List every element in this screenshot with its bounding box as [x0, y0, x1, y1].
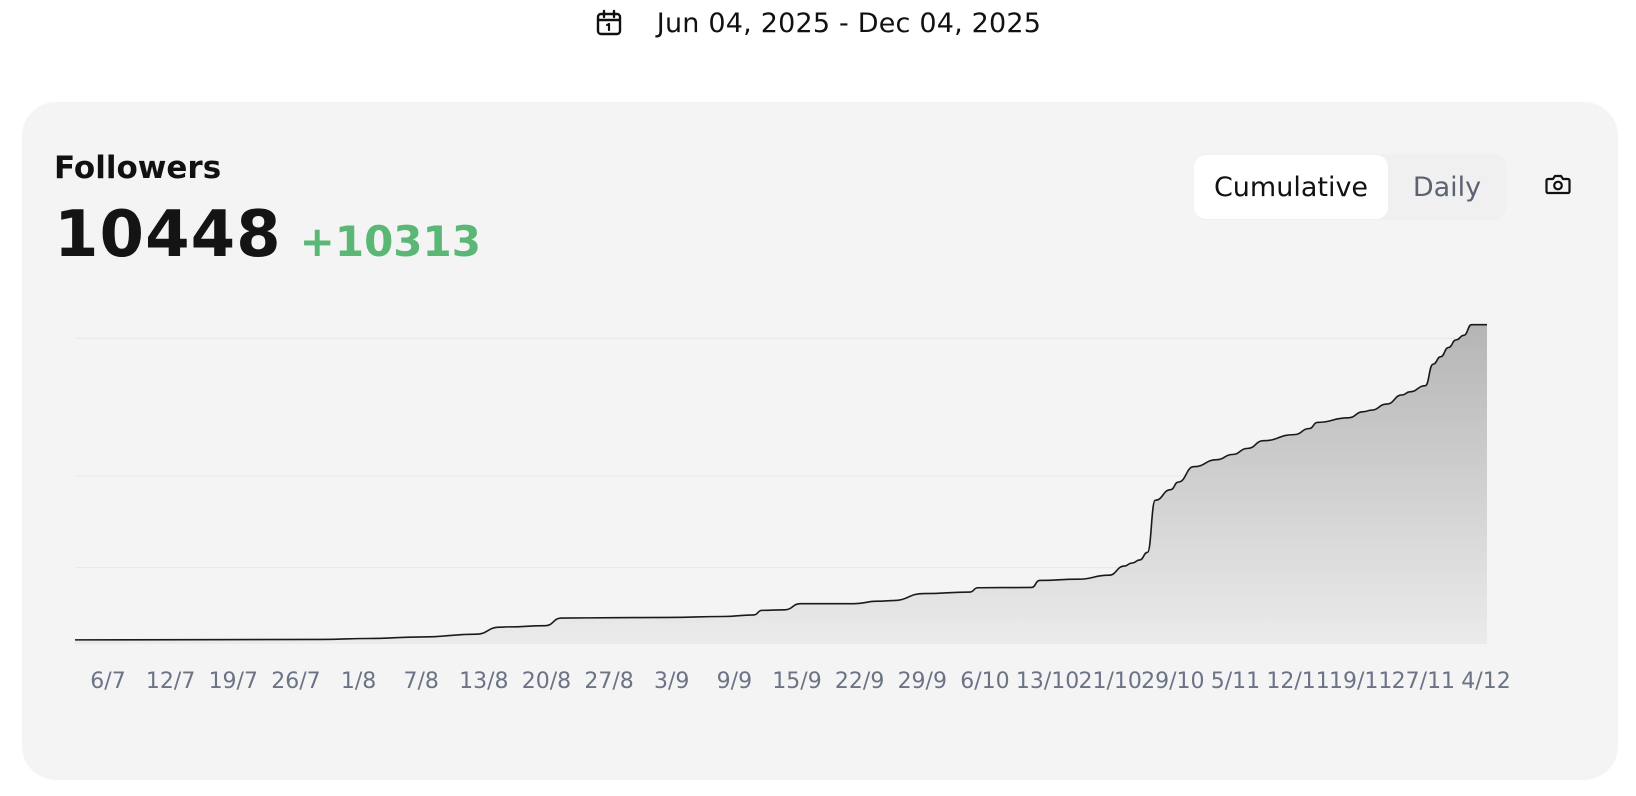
x-tick-label: 4/12 — [1461, 669, 1510, 694]
screenshot-button[interactable] — [1538, 166, 1578, 206]
x-tick-label: 7/8 — [403, 669, 438, 694]
followers-card: Followers 10448 +10313 Cumulative Daily … — [22, 102, 1618, 780]
view-toggle: Cumulative Daily — [1194, 154, 1506, 220]
cumulative-toggle-button[interactable]: Cumulative — [1194, 155, 1388, 219]
metric-value: 10448 — [54, 198, 282, 272]
date-range-picker[interactable]: Jun 04, 2025 - Dec 04, 2025 — [0, 0, 1636, 46]
calendar-icon — [595, 9, 623, 37]
x-tick-label: 27/8 — [584, 669, 633, 694]
x-tick-label: 19/7 — [209, 669, 258, 694]
x-tick-label: 6/7 — [90, 669, 125, 694]
metric-row: 10448 +10313 — [54, 198, 481, 272]
date-range-label: Jun 04, 2025 - Dec 04, 2025 — [656, 7, 1042, 39]
x-tick-label: 15/9 — [772, 669, 821, 694]
x-tick-label: 22/9 — [835, 669, 884, 694]
x-tick-label: 19/11 — [1329, 669, 1392, 694]
metric-title: Followers — [54, 150, 222, 186]
x-tick-label: 29/9 — [898, 669, 947, 694]
x-tick-label: 1/8 — [341, 669, 376, 694]
x-tick-label: 21/10 — [1078, 669, 1141, 694]
x-tick-label: 12/11 — [1266, 669, 1329, 694]
x-tick-label: 5/11 — [1211, 669, 1260, 694]
daily-toggle-button[interactable]: Daily — [1412, 171, 1482, 203]
x-tick-label: 13/8 — [459, 669, 508, 694]
x-tick-label: 13/10 — [1016, 669, 1079, 694]
metric-delta: +10313 — [299, 217, 481, 266]
x-tick-label: 26/7 — [271, 669, 320, 694]
camera-icon — [1545, 172, 1571, 200]
followers-area — [75, 324, 1487, 644]
x-tick-label: 27/11 — [1392, 669, 1455, 694]
x-tick-label: 20/8 — [522, 669, 571, 694]
x-tick-label: 6/10 — [960, 669, 1009, 694]
x-tick-label: 12/7 — [146, 669, 195, 694]
x-tick-label: 29/10 — [1141, 669, 1204, 694]
followers-line — [74, 323, 1487, 641]
x-tick-label: 9/9 — [717, 669, 752, 694]
x-tick-label: 3/9 — [654, 669, 689, 694]
followers-chart: 6/7 12/7 19/7 26/7 1/8 7/8 13/8 20/8 27/8 3/9 9/9 1… — [74, 323, 1511, 694]
